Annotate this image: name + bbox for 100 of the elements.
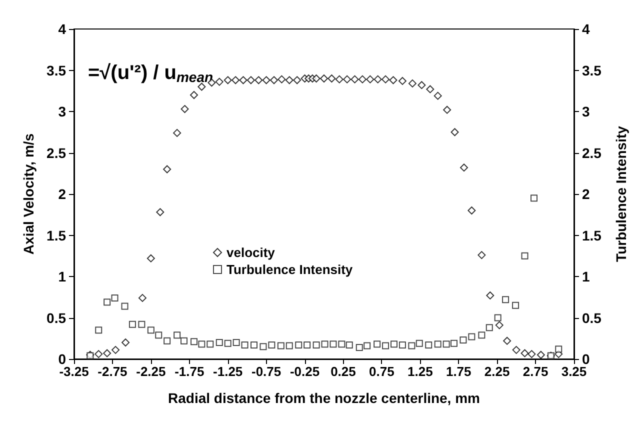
point <box>468 333 476 340</box>
point <box>503 336 512 345</box>
point <box>321 340 328 348</box>
point <box>374 340 381 348</box>
point <box>215 78 224 86</box>
point <box>216 339 223 346</box>
point <box>146 254 155 262</box>
legend-label: velocity <box>226 245 276 260</box>
point <box>94 350 103 358</box>
point <box>103 349 112 358</box>
point <box>390 340 398 348</box>
point <box>278 75 286 84</box>
point <box>528 350 536 358</box>
point <box>520 349 529 358</box>
point <box>285 76 294 84</box>
point <box>343 75 352 84</box>
point <box>111 294 118 302</box>
point <box>408 342 416 350</box>
y2-tick-label: 0 <box>582 351 590 367</box>
point <box>460 164 468 172</box>
point <box>246 76 255 84</box>
point <box>536 350 545 359</box>
point <box>478 332 486 339</box>
point <box>364 342 371 350</box>
x-tick-label: -3.25 <box>59 364 89 379</box>
point <box>190 91 198 99</box>
point <box>486 324 493 332</box>
x-tick-label: -2.75 <box>98 364 128 379</box>
y2-tick-label: 2.5 <box>582 144 602 161</box>
point <box>374 75 382 84</box>
point <box>138 320 146 328</box>
point <box>180 337 188 344</box>
point <box>468 206 476 214</box>
point <box>198 82 206 91</box>
y-tick-label: 3 <box>58 104 66 120</box>
y-tick-label: 2.5 <box>46 144 66 161</box>
y-tick-label: 3.5 <box>46 62 66 78</box>
point <box>295 341 302 348</box>
point <box>434 340 442 348</box>
x-axis-title: Radial distance from the nozzle centerline, mm <box>168 390 480 406</box>
point <box>190 338 198 346</box>
point <box>147 326 154 334</box>
point <box>304 341 311 348</box>
point <box>312 74 320 82</box>
point <box>241 341 248 348</box>
y2-tick-label: 4 <box>582 21 590 37</box>
legend-label: Turbulence Intensity <box>226 262 354 277</box>
point <box>382 342 390 350</box>
point <box>128 320 136 328</box>
y-tick-label: 1 <box>58 268 66 284</box>
point <box>224 340 232 347</box>
point <box>443 106 452 114</box>
point <box>358 75 366 84</box>
point <box>320 74 328 82</box>
point <box>286 342 293 350</box>
point <box>512 346 520 354</box>
point <box>270 76 278 84</box>
point <box>312 341 320 348</box>
point <box>163 165 172 174</box>
point <box>155 332 162 339</box>
point <box>260 343 267 350</box>
x-tick-label: 2.25 <box>484 364 510 379</box>
point <box>232 76 240 84</box>
x-tick-label: -1.75 <box>174 364 204 379</box>
y2-tick-label: 0.5 <box>582 310 602 326</box>
y-tick-label: 2 <box>58 186 66 202</box>
x-tick-label: 1.25 <box>408 364 433 379</box>
point <box>356 344 363 351</box>
x-tick-label: -1.25 <box>213 364 243 379</box>
point <box>442 340 450 348</box>
point <box>478 251 486 260</box>
y2-tick-label: 2 <box>582 186 590 202</box>
point <box>434 92 442 100</box>
y-tick-label: 1.5 <box>46 227 66 244</box>
point <box>338 340 346 348</box>
x-tick-label: -0.25 <box>290 364 320 379</box>
point <box>426 85 434 94</box>
y-tick-label: 4 <box>58 21 66 37</box>
point <box>122 338 130 346</box>
point <box>104 298 111 306</box>
y-tick-label: 0.5 <box>46 310 66 326</box>
point <box>335 75 344 84</box>
point <box>389 76 398 84</box>
y2-axis-title: Turbulence Intensity <box>613 126 629 262</box>
y-axis-title: Axial Velocity, m/s <box>20 133 37 255</box>
x-tick-label: 3.25 <box>561 364 587 379</box>
point <box>156 208 164 216</box>
point <box>460 336 467 344</box>
point <box>330 340 337 348</box>
point <box>198 340 206 348</box>
point <box>530 194 538 202</box>
point <box>138 294 146 302</box>
point <box>512 302 520 309</box>
point <box>398 76 406 85</box>
point <box>293 76 302 84</box>
point <box>164 337 171 344</box>
point <box>555 346 562 353</box>
point <box>206 340 214 348</box>
x-tick-label: -0.75 <box>251 364 282 379</box>
point <box>425 341 432 348</box>
